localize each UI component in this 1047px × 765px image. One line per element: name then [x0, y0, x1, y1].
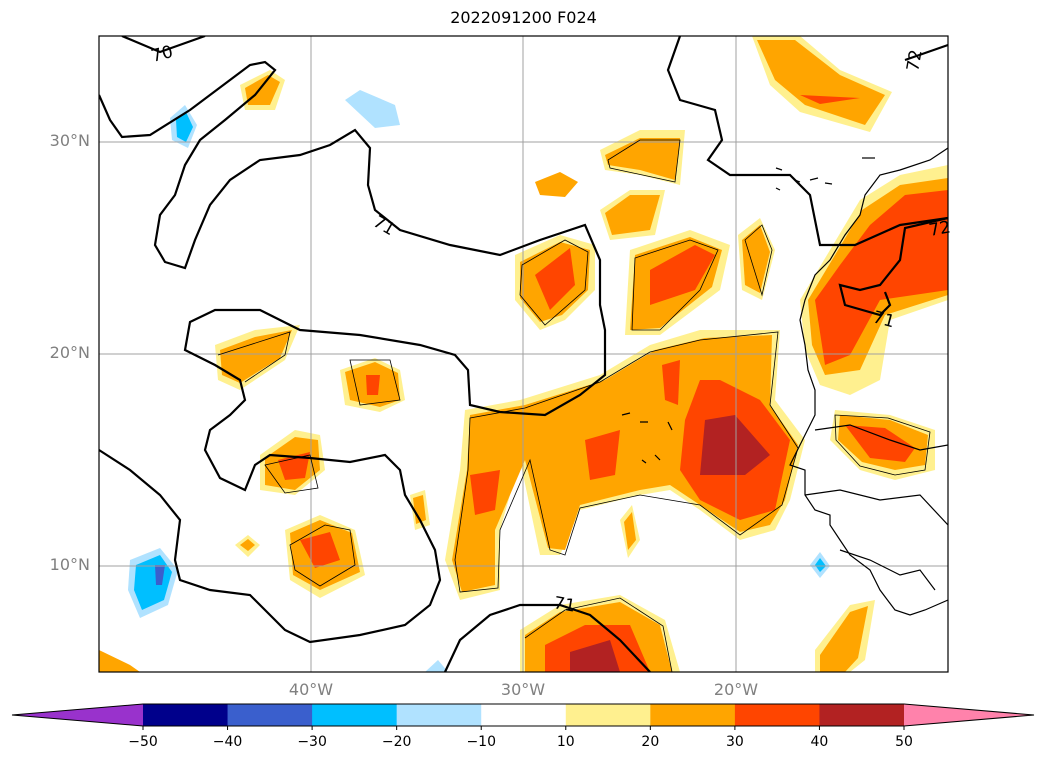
lat-label: 30°N: [49, 131, 90, 150]
contour-label: 72: [927, 217, 952, 240]
colorbar-extend-high: [904, 704, 1034, 726]
colorbar-segment: [819, 704, 905, 726]
contour-label: 71: [552, 593, 577, 616]
map-title: 2022091200 F024: [450, 8, 597, 27]
anomaly-outlines: [217, 139, 931, 672]
colorbar-segment: [650, 704, 736, 726]
colorbar-segment: [396, 704, 482, 726]
colorbar-tick-label: −30: [297, 734, 327, 750]
contour-label: 70: [149, 42, 175, 67]
colorbar-tick-label: −10: [466, 734, 496, 750]
colorbar-tick-label: 20: [641, 734, 660, 750]
plot-frame: [98, 35, 949, 673]
colorbar-tick-label: 10: [556, 734, 575, 750]
colorbar-tick-label: −50: [128, 734, 158, 750]
contour-label: 71: [370, 212, 399, 240]
lon-label: 20°W: [713, 680, 759, 699]
lon-label: 40°W: [288, 680, 334, 699]
colorbar-segment: [565, 704, 651, 726]
colorbar-segment: [734, 704, 820, 726]
lon-label: 30°W: [500, 680, 546, 699]
colorbar-tick-label: −20: [381, 734, 412, 750]
lat-label: 20°N: [49, 343, 90, 362]
colorbar-tick-label: 30: [725, 734, 744, 750]
colorbar-segment: [227, 704, 313, 726]
contour-label: 72: [903, 48, 926, 73]
colorbar-extend-low: [12, 704, 143, 726]
lat-label: 10°N: [49, 555, 90, 574]
contour-lines: [99, 36, 948, 672]
colorbar-tick-label: 50: [895, 734, 913, 750]
colorbar-segment: [143, 704, 229, 726]
colorbar-tick-label: −40: [212, 734, 243, 750]
colorbar: [11, 703, 1035, 730]
colorbar-tick-label: 40: [810, 734, 829, 750]
coastlines: [621, 147, 948, 616]
colorbar-segment: [481, 704, 567, 726]
colorbar-segment: [312, 704, 398, 726]
